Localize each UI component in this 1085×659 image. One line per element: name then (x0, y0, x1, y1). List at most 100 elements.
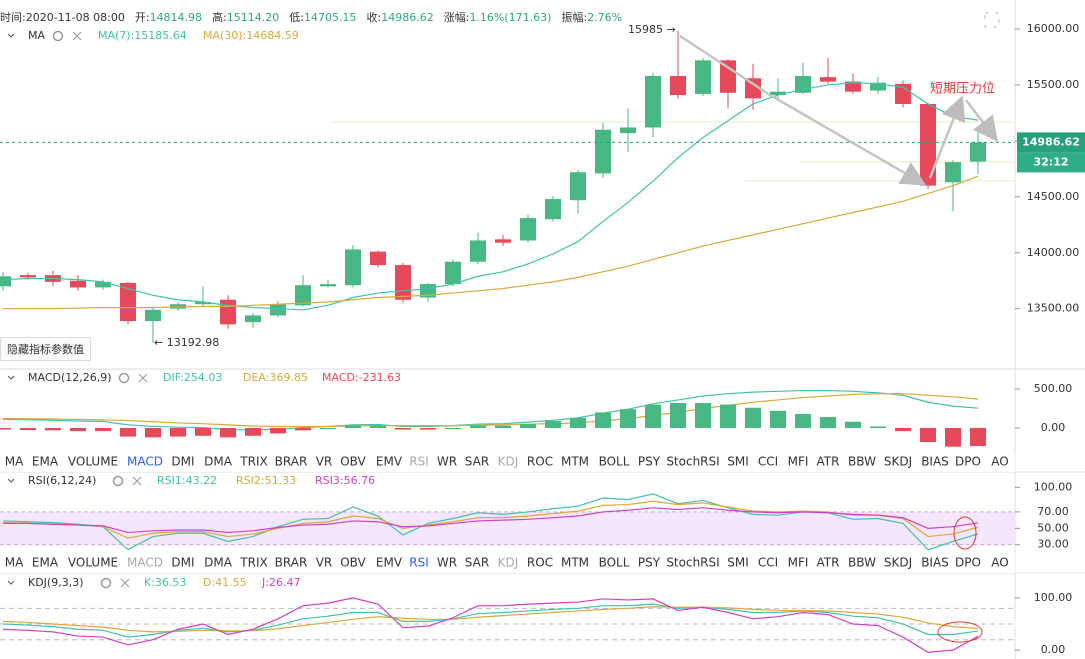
indicator-tab[interactable]: DMI (171, 455, 194, 469)
indicator-tab[interactable]: BRAR (275, 556, 308, 570)
indicator-tab[interactable]: SMI (727, 455, 749, 469)
indicator-tab[interactable]: DMI (171, 556, 194, 570)
indicator-tab[interactable]: DPO (955, 556, 981, 570)
indicator-tab[interactable]: KDJ (498, 455, 519, 469)
indicator-tab[interactable]: MA (5, 455, 24, 469)
y-tick-label: 0.00 (1041, 421, 1066, 434)
indicator-tab[interactable]: AO (991, 455, 1008, 469)
legend-entry: D:41.55 (203, 576, 247, 589)
histogram-bar (195, 427, 211, 436)
indicator-tab[interactable]: ATR (817, 455, 840, 469)
indicator-tab[interactable]: BIAS (921, 455, 949, 469)
trend-arrow (928, 95, 966, 179)
candle-body (820, 77, 836, 82)
close-icon (138, 373, 148, 383)
histogram-bar (370, 425, 386, 428)
indicator-tab[interactable]: BBW (848, 556, 876, 570)
histogram-bar (545, 420, 561, 428)
histogram-bar (95, 427, 111, 432)
y-tick-label: 13500.00 (1027, 302, 1080, 315)
header-label: 开: (134, 11, 150, 24)
indicator-tab[interactable]: SKDJ (884, 455, 912, 469)
indicator-tab[interactable]: VR (316, 556, 333, 570)
legend-entry: DEA:369.85 (243, 371, 308, 384)
y-tick-label: 14500.00 (1027, 190, 1080, 203)
indicator-tab[interactable]: WR (437, 455, 457, 469)
header-value: 14986.62 (381, 11, 434, 24)
indicator-tab[interactable]: VOLUME (68, 556, 118, 570)
indicator-tab[interactable]: EMV (376, 556, 403, 570)
y-tick-label: 30.00 (1037, 538, 1069, 551)
indicator-tab[interactable]: TRIX (239, 455, 267, 469)
histogram-bar (570, 417, 586, 428)
candle-body (70, 280, 86, 288)
candle-body (295, 285, 311, 306)
candle-body (945, 162, 961, 183)
indicator-tab[interactable]: SAR (465, 556, 489, 570)
indicator-tab[interactable]: ATR (817, 556, 840, 570)
indicator-tab[interactable]: VOLUME (68, 455, 118, 469)
candle-body (495, 239, 511, 243)
indicator-tab[interactable]: TRIX (239, 556, 267, 570)
indicator-tab[interactable]: MFI (788, 556, 809, 570)
histogram-bar (795, 413, 811, 428)
indicator-tab[interactable]: OBV (340, 556, 366, 570)
indicator-tab[interactable]: SKDJ (884, 556, 912, 570)
histogram-bar (145, 427, 161, 438)
indicator-tab[interactable]: AO (991, 556, 1008, 570)
candle-body (845, 81, 861, 92)
indicator-tab[interactable]: ROC (527, 556, 553, 570)
indicator-tab[interactable]: StochRSI (666, 556, 719, 570)
indicator-tab[interactable]: SMI (727, 556, 749, 570)
y-tick-label: 50.00 (1037, 521, 1069, 534)
indicator-tab[interactable]: BRAR (275, 455, 308, 469)
indicator-tab[interactable]: BOLL (599, 455, 630, 469)
candle-body (395, 265, 411, 300)
indicator-tab[interactable]: MA (5, 556, 24, 570)
close-icon (132, 476, 142, 486)
indicator-tab[interactable]: EMV (376, 455, 403, 469)
indicator-tab[interactable]: BIAS (921, 556, 949, 570)
indicator-tab[interactable]: BOLL (599, 556, 630, 570)
indicator-tab[interactable]: KDJ (498, 556, 519, 570)
series-line (2, 597, 979, 653)
indicator-tab[interactable]: CCI (758, 455, 778, 469)
indicator-tab[interactable]: PSY (638, 455, 661, 469)
trend-arrow (679, 34, 927, 186)
histogram-bar (420, 427, 436, 430)
settings-icon (118, 372, 130, 384)
legend-entry: MA(30):14684.59 (203, 29, 299, 42)
fullscreen-icon[interactable] (984, 12, 1000, 28)
histogram-bar (170, 427, 186, 437)
legend-entry: DIF:254.03 (163, 371, 222, 384)
indicator-tab[interactable]: MACD (127, 455, 163, 469)
indicator-tab[interactable]: EMA (32, 556, 59, 570)
indicator-tab[interactable]: PSY (638, 556, 661, 570)
ohlc-header: 时间:2020-11-08 08:00 开:14814.98 高:15114.20 低… (0, 9, 632, 25)
indicator-tab[interactable]: DMA (204, 455, 233, 469)
indicator-tab[interactable]: MFI (788, 455, 809, 469)
candle-body (220, 299, 236, 325)
indicator-tab[interactable]: MTM (561, 556, 589, 570)
histogram-bar (920, 427, 936, 443)
indicator-tab[interactable]: WR (437, 556, 457, 570)
indicator-tab[interactable]: StochRSI (666, 455, 719, 469)
indicator-tab[interactable]: DPO (955, 455, 981, 469)
indicator-tab[interactable]: DMA (204, 556, 233, 570)
indicator-tab[interactable]: MTM (561, 455, 589, 469)
histogram-bar (720, 404, 736, 428)
histogram-bar (470, 425, 486, 428)
indicator-tab[interactable]: EMA (32, 455, 59, 469)
indicator-tab[interactable]: SAR (465, 455, 489, 469)
indicator-tab[interactable]: RSI (409, 455, 429, 469)
indicator-tab[interactable]: MACD (127, 556, 163, 570)
indicator-tab[interactable]: VR (316, 455, 333, 469)
indicator-tab[interactable]: BBW (848, 455, 876, 469)
indicator-tab[interactable]: RSI (409, 556, 429, 570)
indicator-tab[interactable]: OBV (340, 455, 366, 469)
indicator-tab[interactable]: CCI (758, 556, 778, 570)
header-value: 1.16%(171.63) (469, 11, 552, 24)
indicator-tab[interactable]: ROC (527, 455, 553, 469)
hide-params-button[interactable]: 隐藏指标参数值 (0, 337, 91, 361)
